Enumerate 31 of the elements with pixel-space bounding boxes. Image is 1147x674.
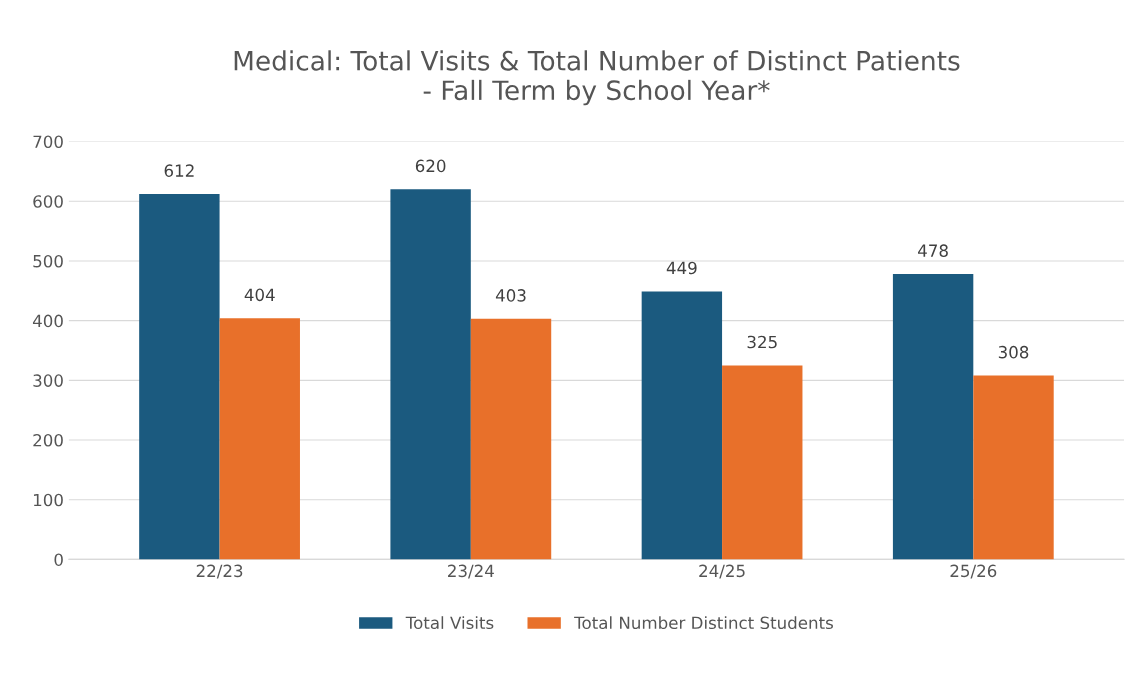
bar [973,375,1054,560]
data-label: 404 [244,288,275,302]
legend-label: Total Visits [405,616,494,630]
bar [892,274,974,560]
bar [219,318,300,560]
data-label: 449 [666,261,697,275]
y-tick-label: 600 [33,195,63,208]
y-tick-label: 500 [33,254,63,268]
chart-title: Medical: Total Visits & Total Number of Distinct Patients - Fall Term by School Year* [234,50,960,106]
y-tick-label: 0 [54,553,63,566]
bar [722,365,803,560]
x-tick-label: 24/25 [699,564,745,579]
x-tick-label: 22/23 [196,564,243,579]
data-label: 478 [918,244,948,257]
x-tick-label: 23/24 [448,564,494,579]
data-label: 620 [415,159,446,173]
bar [470,318,552,560]
y-tick-label: 300 [33,374,63,387]
y-tick-label: 700 [33,135,63,149]
x-tick-label: 25/26 [950,564,997,579]
bar [139,194,220,560]
y-tick-label: 200 [33,433,63,447]
bar [641,291,723,560]
bar [390,189,471,560]
data-label: 308 [998,345,1029,359]
y-tick-label: 400 [32,314,63,328]
data-label: 403 [495,289,526,302]
y-tick-label: 100 [33,493,63,507]
legend-label: Total Number Distinct Students [574,616,833,630]
data-label: 325 [747,335,777,349]
data-label: 612 [164,164,194,177]
